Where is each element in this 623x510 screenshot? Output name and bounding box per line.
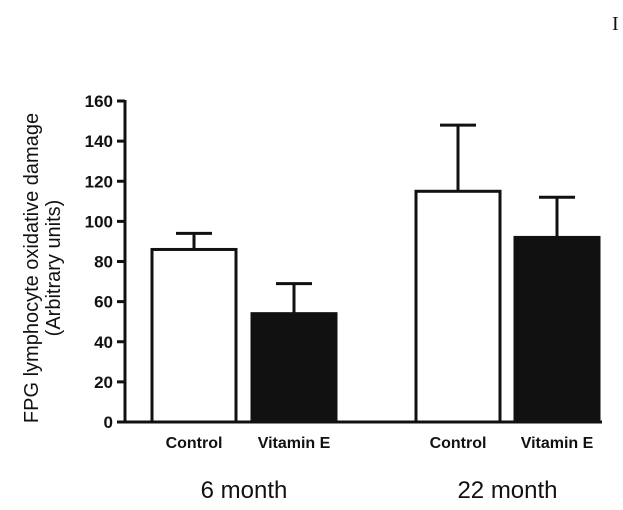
bar-control	[414, 189, 502, 424]
y-axis-label-line-1: FPG lymphocyte oxidative damage	[21, 113, 43, 423]
bar-control	[150, 247, 238, 424]
bar-vitamin-e	[250, 312, 338, 424]
category-label: Control	[166, 435, 223, 452]
y-tick-label: 160	[85, 92, 113, 111]
group-label: 22 month	[457, 477, 557, 504]
category-label: Vitamin E	[521, 435, 594, 452]
y-tick-label: 140	[85, 132, 113, 151]
y-tick-label: 80	[94, 253, 113, 272]
y-axis-label-line-2: (Arbitrary units)	[43, 200, 65, 337]
bar-vitamin-e	[513, 235, 601, 424]
y-tick-label: 20	[94, 373, 113, 392]
y-tick-label: 120	[85, 172, 113, 191]
x-axis-labels: Control Vitamin E 6 month Control Vitamin E 2…	[166, 435, 594, 504]
category-label: Vitamin E	[258, 435, 331, 452]
group-label: 6 month	[201, 477, 288, 504]
y-axis-label: FPG lymphocyte oxidative damage (Arbitra…	[21, 113, 65, 423]
bars	[150, 123, 601, 424]
category-label: Control	[430, 435, 487, 452]
y-tick-label: 100	[85, 212, 113, 231]
y-tick-label: 0	[104, 413, 113, 432]
corner-mark: I	[612, 13, 619, 35]
y-tick-label: 40	[94, 333, 113, 352]
y-tick-label: 60	[94, 293, 113, 312]
